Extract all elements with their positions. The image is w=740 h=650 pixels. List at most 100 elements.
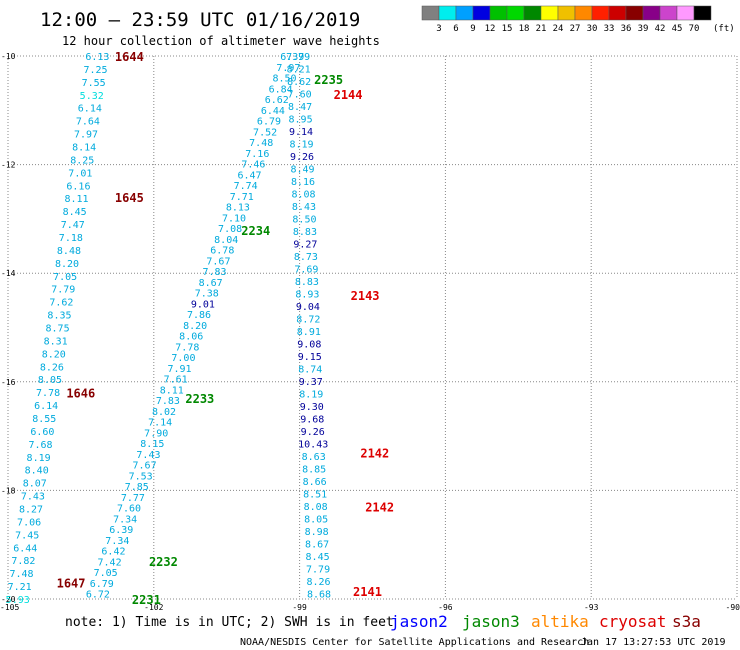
swh-value: 8.95 [289, 115, 313, 126]
swh-value: 8.67 [305, 540, 329, 551]
swh-value: 8.51 [303, 490, 327, 501]
legend-bin-label: 27 [570, 24, 581, 34]
pass-time-label: 2142 [360, 446, 389, 460]
swh-value: 8.93 [295, 290, 319, 301]
swh-value: 8.25 [70, 155, 94, 166]
swh-value: 7.52 [253, 127, 277, 138]
legend-swatch [693, 5, 712, 21]
footer-credit: NOAA/NESDIS Center for Satellite Applica… [240, 637, 589, 648]
swh-value: 8.47 [288, 102, 312, 113]
swh-value: 8.35 [47, 311, 71, 322]
legend-bin-label: 3 [436, 24, 441, 34]
legend-swatch [591, 5, 610, 21]
satellite-name-s3a: s3a [672, 612, 701, 631]
swh-value: 7.78 [36, 388, 60, 399]
pass-time-label: 2143 [351, 289, 380, 303]
swh-value: 6.42 [101, 547, 125, 558]
y-tick-label: -20 [1, 595, 16, 604]
swh-value: 7.16 [245, 149, 269, 160]
swh-value: 7.78 [175, 342, 199, 353]
legend-bin-label: 39 [638, 24, 649, 34]
swh-value: 8.83 [293, 227, 317, 238]
swh-value: 10.43 [298, 440, 328, 451]
swh-value: 8.11 [65, 194, 89, 205]
pass-time-label: 2231 [132, 593, 161, 607]
swh-value: 9.26 [290, 152, 314, 163]
legend-bin-label: 24 [553, 24, 564, 34]
legend-bin-label: 9 [470, 24, 475, 34]
swh-value: 7.10 [222, 213, 246, 224]
x-tick-label: -96 [438, 603, 453, 612]
swh-value: 8.02 [152, 407, 176, 418]
legend-swatch [472, 5, 491, 21]
swh-value: 7.67 [206, 256, 230, 267]
swh-value: 7.83 [156, 396, 180, 407]
swh-value: 9.08 [297, 340, 321, 351]
pass-time-label: 2141 [353, 585, 382, 599]
swh-value: 6.39 [109, 525, 133, 536]
swh-value: 8.48 [57, 246, 81, 257]
swh-value: 8.19 [289, 140, 313, 151]
swh-value: 8.72 [296, 315, 320, 326]
x-tick-label: -99 [292, 603, 307, 612]
swh-value: 8.98 [305, 527, 329, 538]
x-tick-label: -105 [0, 603, 19, 612]
pass-time-label: 2142 [365, 501, 394, 515]
swh-value: 7.79 [286, 52, 310, 63]
swh-value: 7.43 [21, 492, 45, 503]
swh-value: 5.32 [80, 91, 104, 102]
swh-value: 6.16 [66, 181, 90, 192]
swh-value: 7.68 [28, 440, 52, 451]
swh-value: 7.91 [168, 364, 192, 375]
swh-value: 8.08 [291, 190, 315, 201]
swh-value: 7.86 [187, 310, 211, 321]
pass-time-label: 1645 [115, 191, 144, 205]
legend-swatch [608, 5, 627, 21]
color-legend: 3 6 9 12 15 18 21 24 27 30 33 36 39 42 45 70 [421, 5, 712, 34]
swh-value: 8.85 [302, 465, 326, 476]
satellite-name-altika: altika [531, 612, 589, 631]
legend-bin-label: 42 [655, 24, 666, 34]
swh-value: 7.97 [74, 130, 98, 141]
swh-value: 7.48 [9, 569, 33, 580]
swh-value: 7.79 [51, 285, 75, 296]
swh-value: 8.45 [63, 207, 87, 218]
swh-value: 6.39 [280, 52, 304, 63]
swh-value: 8.66 [303, 477, 327, 488]
legend-bin-label: 6 [453, 24, 458, 34]
pass-time-label: 1644 [115, 50, 144, 64]
legend-bin-label: 30 [587, 24, 598, 34]
swh-value: 7.05 [94, 568, 118, 579]
swh-value: 9.27 [293, 240, 317, 251]
swh-value: 8.20 [42, 349, 66, 360]
swh-value: 6.13 [85, 52, 109, 63]
satellite-legend: jason2 jason3 altika cryosat s3a [390, 612, 701, 631]
legend-swatch [421, 5, 440, 21]
swh-value: 9.01 [191, 299, 215, 310]
legend-swatch [642, 5, 661, 21]
swh-value: 8.55 [32, 414, 56, 425]
legend-swatch [506, 5, 525, 21]
swh-value: 6.84 [269, 84, 293, 95]
swh-value: 7.83 [203, 267, 227, 278]
swh-value: 7.64 [76, 117, 100, 128]
y-tick-label: -16 [1, 378, 16, 387]
y-tick-label: -18 [1, 486, 16, 495]
swh-value: 9.14 [289, 127, 313, 138]
swh-value: 9.68 [300, 415, 324, 426]
pass-time-label: 2234 [241, 224, 270, 238]
swh-value: 8.62 [287, 77, 311, 88]
legend-bin-label: 70 [689, 24, 700, 34]
swh-value: 6.14 [78, 104, 102, 115]
legend-swatch [676, 5, 695, 21]
swh-value: 6.60 [30, 427, 54, 438]
swh-value: 6.47 [237, 170, 261, 181]
legend-swatch [455, 5, 474, 21]
pass-time-label: 2144 [334, 88, 363, 102]
legend-bin-label: 12 [485, 24, 496, 34]
legend-swatch [489, 5, 508, 21]
swh-value: 7.61 [164, 375, 188, 386]
legend-bin-label: 21 [536, 24, 547, 34]
swh-value: 8.91 [297, 327, 321, 338]
swh-value: 7.79 [306, 565, 330, 576]
